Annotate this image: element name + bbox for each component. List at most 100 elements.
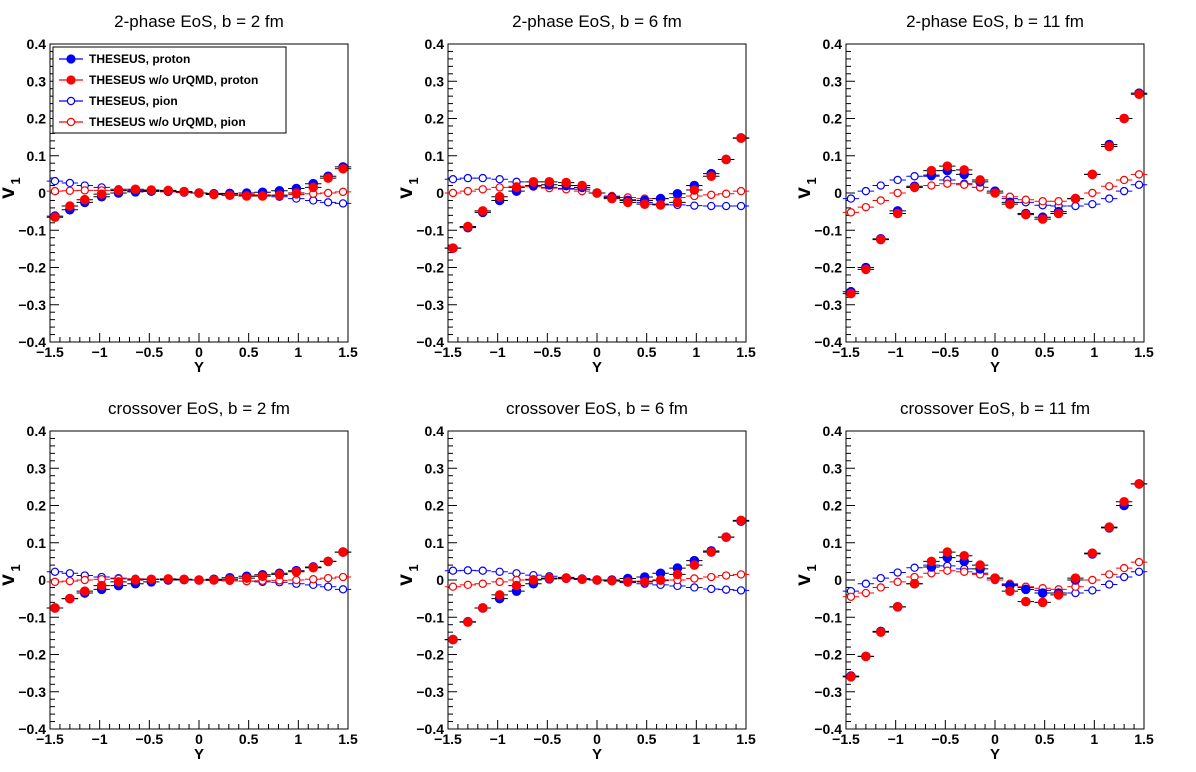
data-point bbox=[463, 186, 473, 196]
data-point bbox=[65, 593, 75, 604]
y-tick-label: −0.3 bbox=[814, 684, 842, 700]
y-tick-label: 0 bbox=[834, 185, 842, 201]
data-point bbox=[80, 186, 89, 195]
data-point bbox=[943, 179, 952, 188]
y-tick-label: 0.1 bbox=[823, 535, 843, 551]
x-tick-label: −0.5 bbox=[932, 344, 960, 360]
x-tick-label: −1 bbox=[490, 344, 506, 360]
data-point bbox=[338, 163, 348, 174]
data-point bbox=[179, 186, 189, 197]
y-tick-label: 0.3 bbox=[823, 73, 843, 89]
x-tick-label: −0.5 bbox=[534, 731, 562, 747]
y-tick-label: 0.4 bbox=[823, 36, 843, 52]
data-point bbox=[975, 175, 985, 185]
chart-panel-6: crossover EoS, b = 11 fm −1.5 −1 −0.5 0 0.5 1 1… bbox=[792, 399, 1154, 763]
data-point bbox=[736, 570, 746, 579]
data-point bbox=[875, 627, 886, 637]
data-point bbox=[494, 191, 505, 202]
data-point bbox=[448, 634, 458, 645]
data-point bbox=[1105, 194, 1114, 203]
data-point bbox=[721, 154, 731, 165]
y-tick-label: 0 bbox=[834, 572, 842, 588]
data-point bbox=[876, 583, 885, 592]
y-tick-label: −0.2 bbox=[18, 647, 46, 663]
data-point bbox=[163, 185, 174, 196]
series-proton-no-urqmd bbox=[46, 547, 352, 613]
y-axis-label-main: v bbox=[394, 574, 417, 586]
data-point bbox=[257, 571, 268, 582]
data-point bbox=[893, 577, 902, 587]
data-point bbox=[1087, 548, 1098, 558]
data-point bbox=[338, 199, 348, 208]
legend-entry: THESEUS, proton bbox=[59, 52, 190, 66]
x-tick-label: 1.5 bbox=[736, 344, 756, 360]
data-point bbox=[463, 617, 473, 627]
data-point bbox=[338, 187, 348, 197]
series-proton-no-urqmd bbox=[444, 515, 750, 645]
data-point bbox=[478, 185, 487, 194]
data-point bbox=[707, 572, 716, 582]
series-proton-no-urqmd bbox=[842, 479, 1148, 682]
data-point bbox=[846, 208, 856, 217]
y-tick-label: 0.3 bbox=[27, 73, 47, 89]
data-point bbox=[1119, 563, 1129, 573]
data-point bbox=[528, 177, 539, 187]
x-tick-label: −1.5 bbox=[434, 344, 462, 360]
x-axis-label: Y bbox=[990, 359, 1000, 376]
data-point bbox=[50, 567, 60, 577]
data-point bbox=[893, 175, 902, 185]
y-tick-label: 0 bbox=[436, 572, 444, 588]
data-point bbox=[224, 574, 235, 585]
y-tick-label: 0.1 bbox=[823, 148, 843, 164]
y-tick-label: 0.2 bbox=[823, 111, 843, 127]
data-point bbox=[1038, 196, 1047, 206]
data-point bbox=[959, 550, 970, 561]
x-tick-label: 0.5 bbox=[239, 731, 259, 747]
x-tick-label: −1.5 bbox=[832, 344, 860, 360]
data-point bbox=[323, 198, 333, 207]
data-point bbox=[910, 563, 919, 572]
data-point bbox=[721, 189, 731, 198]
y-tick-label: −0.2 bbox=[416, 647, 444, 663]
data-point bbox=[876, 196, 885, 205]
y-axis-label-main: v bbox=[792, 187, 815, 199]
x-tick-label: 0 bbox=[593, 344, 601, 360]
data-point bbox=[736, 515, 746, 526]
y-tick-label: 0.1 bbox=[425, 535, 445, 551]
y-axis-label-subscript: 1 bbox=[8, 177, 23, 184]
data-point bbox=[592, 188, 602, 198]
data-point bbox=[876, 181, 885, 190]
data-point bbox=[1119, 572, 1129, 582]
data-point bbox=[561, 573, 572, 583]
data-point bbox=[942, 161, 953, 171]
data-point bbox=[892, 602, 903, 612]
data-point bbox=[478, 579, 487, 588]
data-point bbox=[622, 197, 633, 208]
x-tick-label: 0 bbox=[195, 731, 203, 747]
y-tick-label: 0.4 bbox=[425, 36, 445, 52]
data-point bbox=[1070, 573, 1081, 583]
data-point bbox=[65, 178, 75, 188]
y-tick-label: −0.2 bbox=[814, 647, 842, 663]
x-tick-label: 1 bbox=[1090, 344, 1098, 360]
data-point bbox=[736, 133, 746, 144]
y-axis-label-subscript: 1 bbox=[804, 564, 819, 571]
data-point bbox=[990, 188, 1000, 198]
data-point bbox=[736, 201, 746, 211]
chart-panel-2: 2-phase EoS, b = 6 fm −1.5 −1 −0.5 0 0.5 1 1.5 −… bbox=[394, 12, 756, 376]
data-point bbox=[494, 590, 505, 600]
y-tick-label: −0.1 bbox=[18, 222, 46, 238]
data-point bbox=[309, 575, 318, 584]
y-tick-label: −0.4 bbox=[416, 721, 444, 737]
data-point bbox=[96, 580, 107, 591]
data-point bbox=[876, 573, 885, 583]
data-point bbox=[274, 569, 285, 580]
data-point bbox=[209, 189, 219, 200]
chart-panel-3: 2-phase EoS, b = 11 fm −1.5 −1 −0.5 0 0.5 1 1.5… bbox=[792, 12, 1154, 376]
data-point bbox=[672, 188, 683, 199]
legend-label: THESEUS w/o UrQMD, pion bbox=[89, 115, 246, 129]
x-tick-label: 1 bbox=[692, 731, 700, 747]
data-point bbox=[910, 172, 919, 181]
data-point bbox=[577, 574, 587, 585]
data-point bbox=[1088, 188, 1097, 198]
